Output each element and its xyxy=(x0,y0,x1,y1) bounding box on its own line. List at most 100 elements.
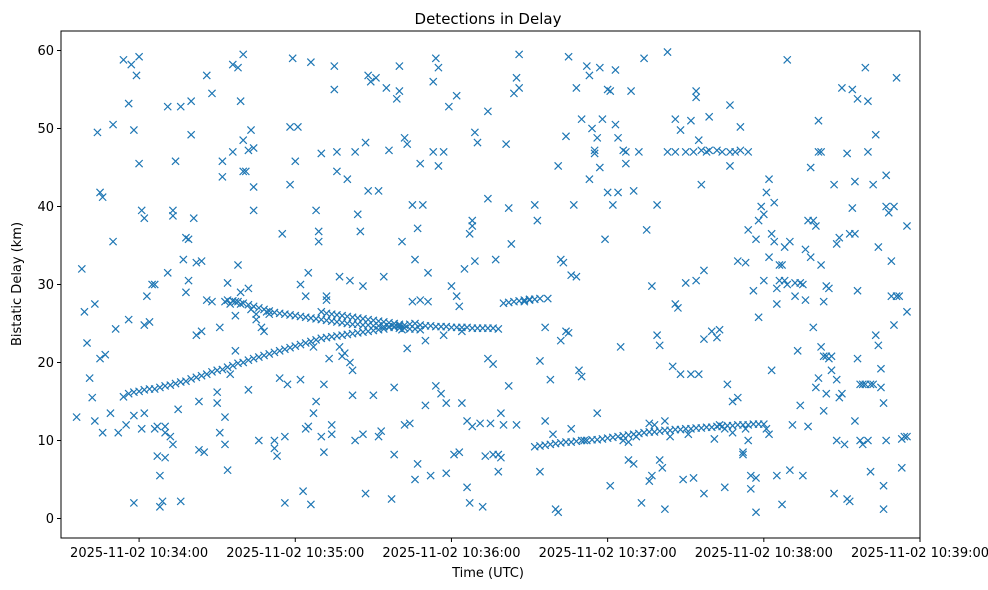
data-point xyxy=(153,422,162,431)
data-point xyxy=(694,136,703,145)
data-point xyxy=(569,200,578,209)
data-points xyxy=(72,48,912,517)
data-point xyxy=(429,77,438,86)
data-point xyxy=(541,416,550,426)
data-point xyxy=(296,340,305,349)
data-point xyxy=(830,180,839,189)
data-point xyxy=(720,483,729,492)
data-point xyxy=(598,115,607,124)
data-point xyxy=(520,297,529,306)
data-point xyxy=(686,116,695,125)
data-point xyxy=(676,370,685,379)
data-point xyxy=(356,227,365,236)
data-point xyxy=(239,136,248,145)
data-point xyxy=(353,210,362,219)
data-point xyxy=(483,107,492,116)
data-point xyxy=(655,455,664,465)
data-point xyxy=(421,401,430,410)
data-point xyxy=(192,258,201,267)
data-point xyxy=(233,260,243,270)
data-point xyxy=(369,391,378,400)
data-point xyxy=(681,147,690,156)
data-point xyxy=(371,73,380,82)
data-point xyxy=(314,237,323,246)
data-point xyxy=(88,393,97,402)
data-point xyxy=(746,484,755,493)
data-point xyxy=(382,83,391,92)
data-point xyxy=(660,416,669,426)
data-point xyxy=(751,235,761,244)
data-point xyxy=(603,85,612,94)
data-point xyxy=(304,422,313,431)
data-point xyxy=(866,467,875,476)
data-point xyxy=(421,336,430,345)
data-point xyxy=(231,297,240,306)
y-tick-label: 20 xyxy=(37,356,54,371)
data-point xyxy=(624,455,633,465)
data-point xyxy=(585,175,594,184)
data-point xyxy=(384,146,394,155)
data-point xyxy=(260,351,269,360)
data-point xyxy=(590,146,599,155)
data-point xyxy=(749,286,758,295)
data-point xyxy=(499,420,508,429)
data-point xyxy=(379,324,388,333)
data-point xyxy=(736,122,745,131)
data-point xyxy=(390,383,399,392)
data-point xyxy=(840,440,849,449)
data-point xyxy=(754,313,763,322)
data-point xyxy=(343,175,352,184)
data-point xyxy=(457,399,466,408)
data-point xyxy=(90,299,99,309)
data-point xyxy=(848,204,857,213)
data-point xyxy=(504,381,513,390)
data-point xyxy=(791,292,800,301)
data-point xyxy=(416,296,425,305)
data-point xyxy=(468,422,477,431)
data-point xyxy=(762,424,771,433)
data-point xyxy=(689,147,698,156)
data-point xyxy=(275,346,284,355)
data-point xyxy=(439,331,448,340)
data-point xyxy=(572,83,581,92)
data-point xyxy=(741,258,750,267)
data-point xyxy=(231,346,240,355)
data-point xyxy=(286,122,295,131)
y-tick-label: 60 xyxy=(37,44,54,59)
data-point xyxy=(405,419,414,428)
data-point xyxy=(236,299,245,309)
data-point xyxy=(244,146,253,155)
data-point xyxy=(260,327,269,336)
data-point xyxy=(361,489,370,498)
data-point xyxy=(265,306,274,316)
data-point xyxy=(257,323,266,332)
data-point xyxy=(629,186,638,195)
data-point xyxy=(265,349,274,358)
data-point xyxy=(564,328,573,337)
data-point xyxy=(273,452,282,461)
data-point xyxy=(692,87,701,96)
data-point xyxy=(874,243,883,252)
data-point xyxy=(358,282,367,291)
data-point xyxy=(718,147,727,156)
data-point xyxy=(252,315,261,324)
data-point xyxy=(309,342,318,351)
data-point xyxy=(783,55,792,64)
data-point xyxy=(166,381,175,390)
data-point xyxy=(218,157,227,166)
data-point xyxy=(200,448,209,457)
data-point xyxy=(468,221,477,231)
data-point xyxy=(785,466,794,475)
data-point xyxy=(166,432,175,441)
data-point xyxy=(246,126,256,135)
data-point xyxy=(226,370,235,379)
data-point xyxy=(366,77,375,86)
data-point xyxy=(194,445,203,454)
data-point xyxy=(715,325,724,334)
data-point xyxy=(593,409,602,418)
data-point xyxy=(312,397,321,406)
x-tick-label: 2025-11-02 10:35:00 xyxy=(226,546,364,561)
data-point xyxy=(241,167,250,176)
data-point xyxy=(837,83,846,92)
data-point xyxy=(541,323,550,332)
